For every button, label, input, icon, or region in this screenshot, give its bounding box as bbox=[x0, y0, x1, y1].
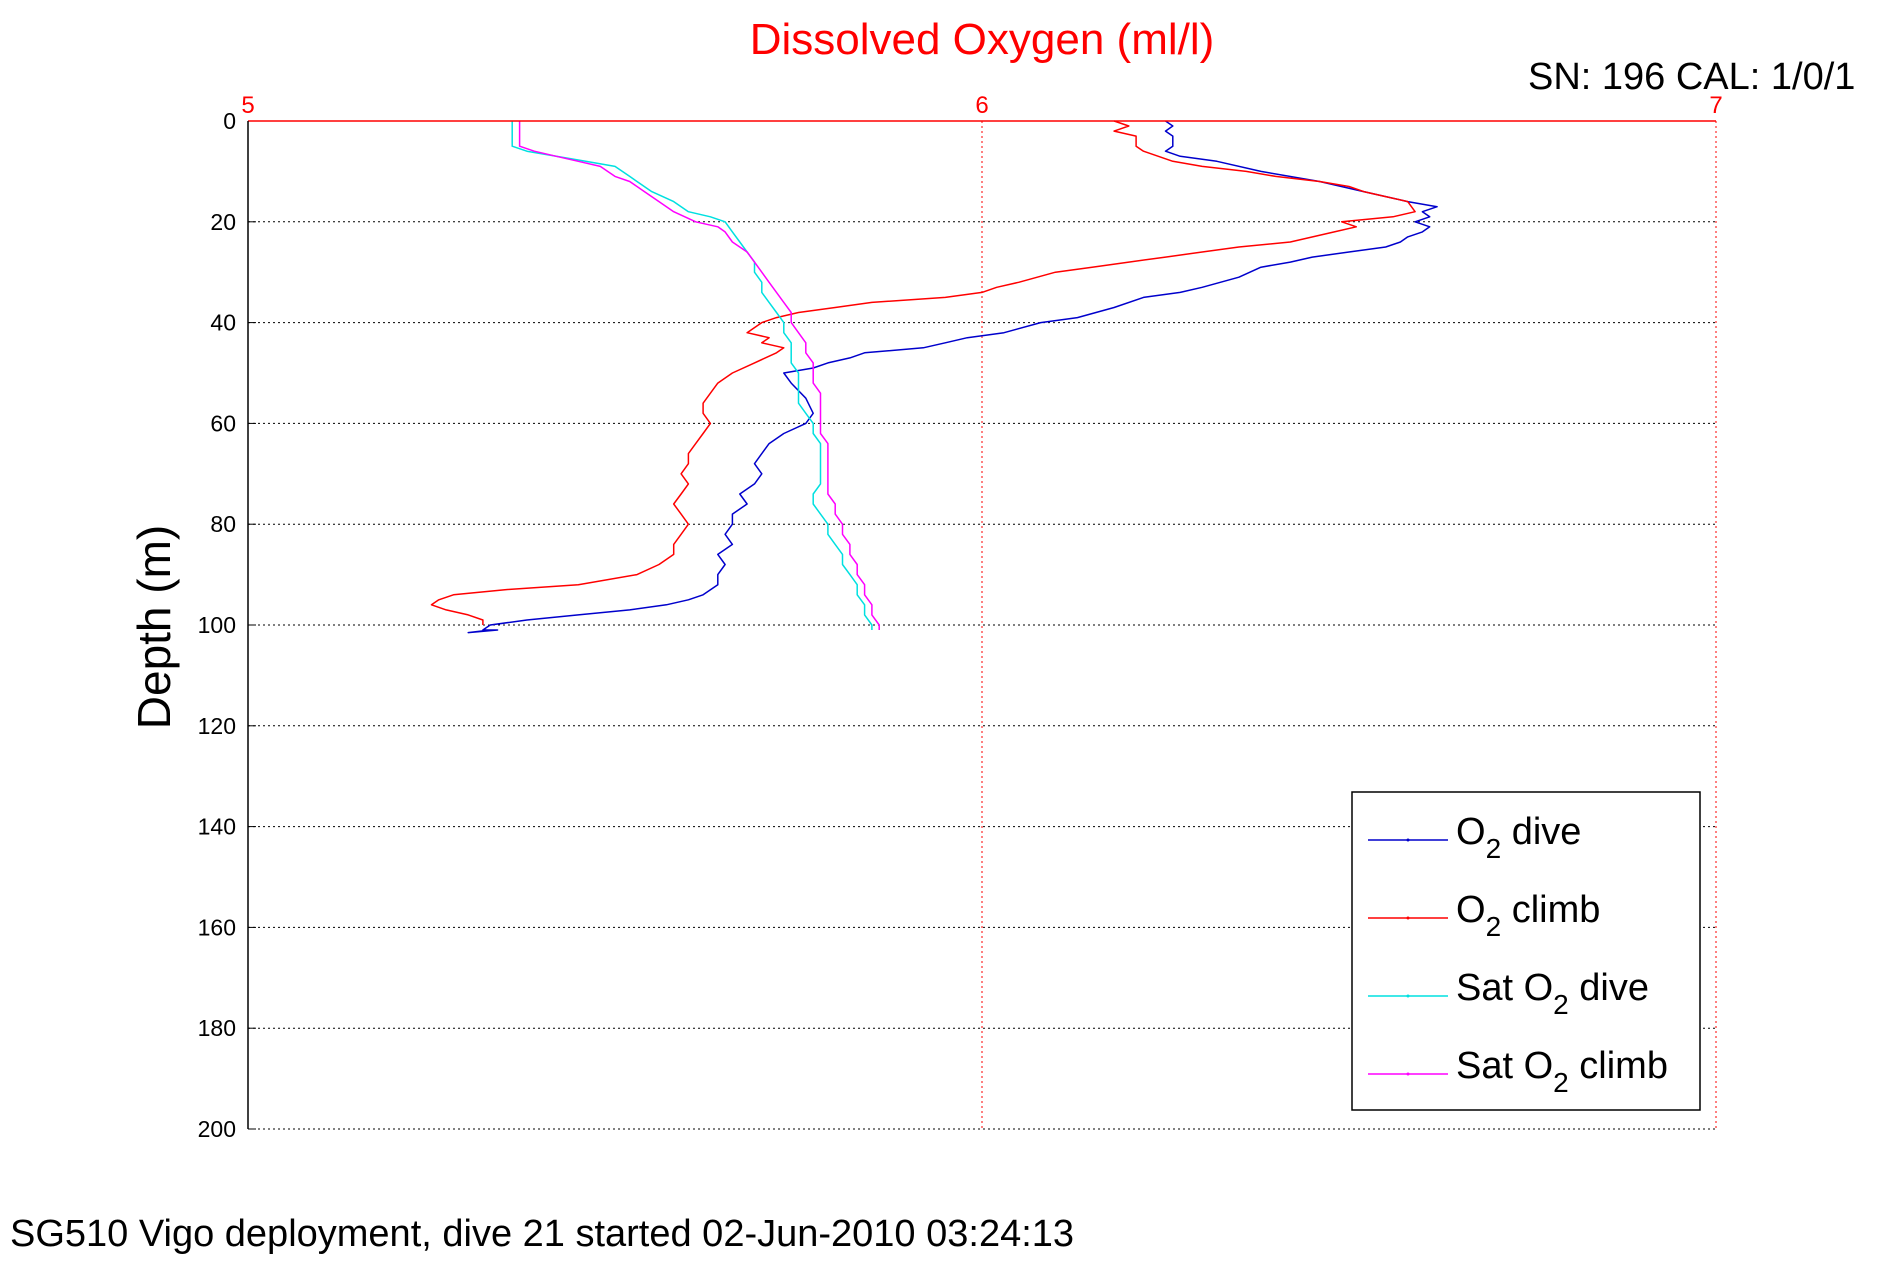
y-tick-label: 180 bbox=[198, 1015, 236, 1041]
y-tick-label: 100 bbox=[198, 612, 236, 638]
legend-box bbox=[1351, 791, 1701, 1111]
series-line-1 bbox=[430, 120, 1416, 625]
series-line-3 bbox=[518, 121, 880, 630]
legend-entry-main: Sat O bbox=[1456, 967, 1553, 1009]
legend-marker bbox=[1406, 1072, 1410, 1076]
legend-entry: Sat O2 climb bbox=[1456, 1045, 1668, 1098]
legend-marker bbox=[1406, 994, 1410, 998]
y-tick-label: 120 bbox=[198, 713, 236, 739]
legend-entry-subscript: 2 bbox=[1486, 911, 1502, 942]
legend-entry-main: O bbox=[1456, 889, 1486, 931]
legend-entry-tail: climb bbox=[1501, 889, 1600, 931]
chart-caption: SG510 Vigo deployment, dive 21 started 0… bbox=[10, 1213, 1074, 1255]
y-tick-label: 0 bbox=[223, 108, 236, 134]
legend-entry-tail: climb bbox=[1569, 1045, 1668, 1087]
legend-entry-subscript: 2 bbox=[1553, 1067, 1569, 1098]
legend-entry-main: O bbox=[1456, 811, 1486, 853]
legend-entry-tail: dive bbox=[1501, 811, 1581, 853]
legend-entry-tail: dive bbox=[1569, 967, 1649, 1009]
y-axis-label: Depth (m) bbox=[128, 525, 180, 729]
y-tick-label: 140 bbox=[198, 814, 236, 840]
x-tick-label: 7 bbox=[1709, 92, 1722, 119]
legend-entry-main: Sat O bbox=[1456, 1045, 1553, 1087]
chart-title: Dissolved Oxygen (ml/l) bbox=[750, 15, 1215, 64]
y-tick-label: 80 bbox=[210, 511, 236, 537]
serial-cal-label: SN: 196 CAL: 1/0/1 bbox=[1528, 56, 1855, 98]
axes: 0 20 40 60 80 100 120 140 160 180 200 5 6 7 bbox=[198, 92, 1723, 1142]
x-tick-label: 6 bbox=[975, 92, 988, 119]
x-tick-label: 5 bbox=[241, 92, 254, 119]
y-tick-label: 20 bbox=[210, 209, 236, 235]
y-tick-label: 60 bbox=[210, 410, 236, 436]
y-tick-label: 40 bbox=[210, 310, 236, 336]
legend-marker bbox=[1406, 916, 1410, 920]
legend-entry: Sat O2 dive bbox=[1456, 967, 1649, 1020]
legend-entry: O2 dive bbox=[1456, 811, 1581, 864]
y-tick-label: 160 bbox=[198, 914, 236, 940]
legend-marker bbox=[1406, 838, 1410, 842]
series-line-0 bbox=[467, 120, 1438, 634]
legend-entry-subscript: 2 bbox=[1486, 833, 1502, 864]
series-line-2 bbox=[511, 121, 873, 630]
series-lines bbox=[430, 120, 1438, 634]
y-tick-label: 200 bbox=[198, 1116, 236, 1142]
legend-entry-subscript: 2 bbox=[1553, 989, 1569, 1020]
legend-entry: O2 climb bbox=[1456, 889, 1600, 942]
